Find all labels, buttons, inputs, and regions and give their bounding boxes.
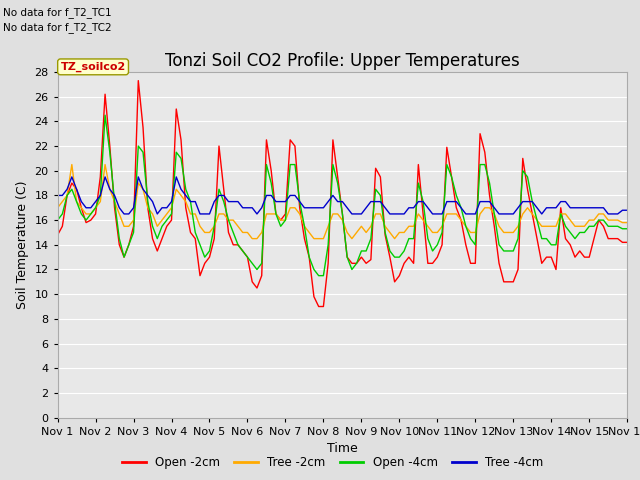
Tree -4cm [115, 205, 123, 211]
Open -4cm [301, 223, 308, 229]
Open -2cm [111, 205, 118, 211]
Line: Tree -2cm: Tree -2cm [58, 165, 627, 239]
Tree -2cm [419, 217, 427, 223]
Legend: Open -2cm, Tree -2cm, Open -4cm, Tree -4cm: Open -2cm, Tree -2cm, Open -4cm, Tree -4… [118, 452, 548, 474]
Tree -4cm [305, 205, 313, 211]
Tree -4cm [419, 199, 427, 204]
Tree -2cm [623, 220, 631, 226]
Open -4cm [54, 217, 61, 223]
Tree -2cm [595, 211, 603, 217]
Open -2cm [191, 236, 199, 241]
Tree -4cm [623, 207, 631, 213]
Open -4cm [595, 217, 603, 223]
Open -2cm [315, 304, 323, 310]
Tree -2cm [68, 162, 76, 168]
Tree -2cm [248, 236, 256, 241]
Open -2cm [595, 217, 603, 223]
Open -4cm [448, 174, 456, 180]
Open -2cm [419, 211, 427, 217]
Tree -2cm [448, 211, 456, 217]
Text: No data for f_T2_TC1: No data for f_T2_TC1 [3, 7, 112, 18]
Tree -4cm [448, 199, 456, 204]
Tree -4cm [595, 205, 603, 211]
Line: Open -2cm: Open -2cm [58, 81, 627, 307]
Open -4cm [101, 112, 109, 118]
Open -2cm [301, 236, 308, 241]
Tree -4cm [54, 192, 61, 198]
Open -4cm [315, 273, 323, 278]
Title: Tonzi Soil CO2 Profile: Upper Temperatures: Tonzi Soil CO2 Profile: Upper Temperatur… [165, 52, 520, 71]
Tree -2cm [191, 211, 199, 217]
Open -4cm [115, 236, 123, 241]
Text: TZ_soilco2: TZ_soilco2 [60, 62, 125, 72]
Y-axis label: Soil Temperature (C): Soil Temperature (C) [16, 180, 29, 309]
Tree -4cm [196, 211, 204, 217]
Open -2cm [623, 240, 631, 245]
Tree -4cm [120, 211, 128, 217]
Line: Tree -4cm: Tree -4cm [58, 177, 627, 214]
Tree -2cm [54, 205, 61, 211]
Tree -4cm [68, 174, 76, 180]
X-axis label: Time: Time [327, 442, 358, 455]
Open -2cm [134, 78, 142, 84]
Text: No data for f_T2_TC2: No data for f_T2_TC2 [3, 22, 112, 33]
Open -4cm [191, 229, 199, 235]
Tree -2cm [115, 211, 123, 217]
Open -4cm [419, 199, 427, 204]
Open -4cm [623, 226, 631, 232]
Line: Open -4cm: Open -4cm [58, 115, 627, 276]
Tree -2cm [305, 229, 313, 235]
Open -2cm [448, 174, 456, 180]
Open -2cm [54, 232, 61, 238]
